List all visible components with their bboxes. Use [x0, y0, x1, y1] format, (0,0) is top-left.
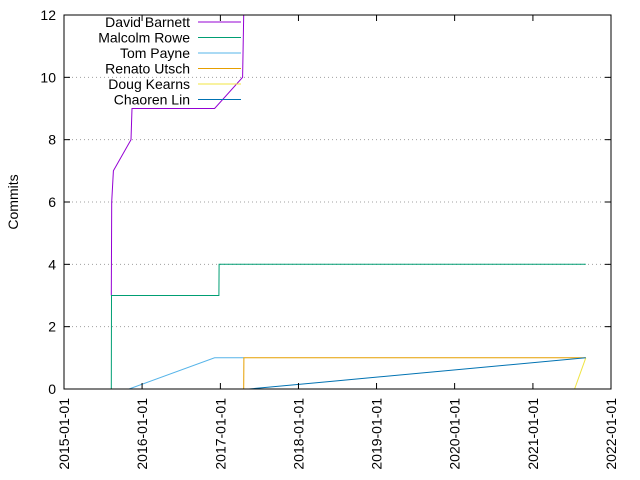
x-tick-label: 2017-01-01 — [212, 398, 228, 470]
x-tick-label: 2018-01-01 — [290, 398, 306, 470]
series-line-david-barnett — [110, 14, 245, 296]
series-line-doug-kearns — [574, 357, 587, 390]
y-tick-label: 8 — [48, 132, 56, 148]
legend-label: Doug Kearns — [108, 76, 190, 92]
series-line-chaoren-lin — [248, 357, 586, 390]
y-axis-label: Commits — [5, 174, 21, 229]
legend-label: Malcolm Rowe — [98, 30, 190, 46]
x-tick-label: 2022-01-01 — [603, 398, 619, 470]
grid-lines — [64, 76, 611, 328]
x-axis-ticks: 2015-01-01 2016-01-01 2017-01-01 2018-01-01… — [56, 15, 619, 470]
series-line-renato-utsch — [243, 357, 586, 390]
y-tick-label: 6 — [48, 194, 56, 210]
x-tick-label: 2019-01-01 — [369, 398, 385, 470]
y-tick-label: 4 — [48, 256, 56, 272]
x-tick-label: 2020-01-01 — [447, 398, 463, 470]
y-tick-label: 2 — [48, 319, 56, 335]
x-tick-label: 2015-01-01 — [56, 398, 72, 470]
series-line-malcolm-rowe — [110, 263, 586, 390]
series-lines — [110, 14, 587, 390]
y-tick-label: 10 — [40, 69, 56, 85]
legend-label: Tom Payne — [120, 45, 190, 61]
x-tick-label: 2016-01-01 — [134, 398, 150, 470]
series-line-tom-payne — [128, 357, 244, 390]
x-tick-label: 2021-01-01 — [525, 398, 541, 470]
legend-label: David Barnett — [105, 14, 190, 30]
y-tick-label: 12 — [40, 7, 56, 23]
y-tick-label: 0 — [48, 381, 56, 397]
y-axis-ticks: 0 2 4 6 8 10 12 — [40, 7, 611, 397]
legend-label: Chaoren Lin — [114, 92, 190, 108]
legend-label: Renato Utsch — [105, 61, 190, 77]
